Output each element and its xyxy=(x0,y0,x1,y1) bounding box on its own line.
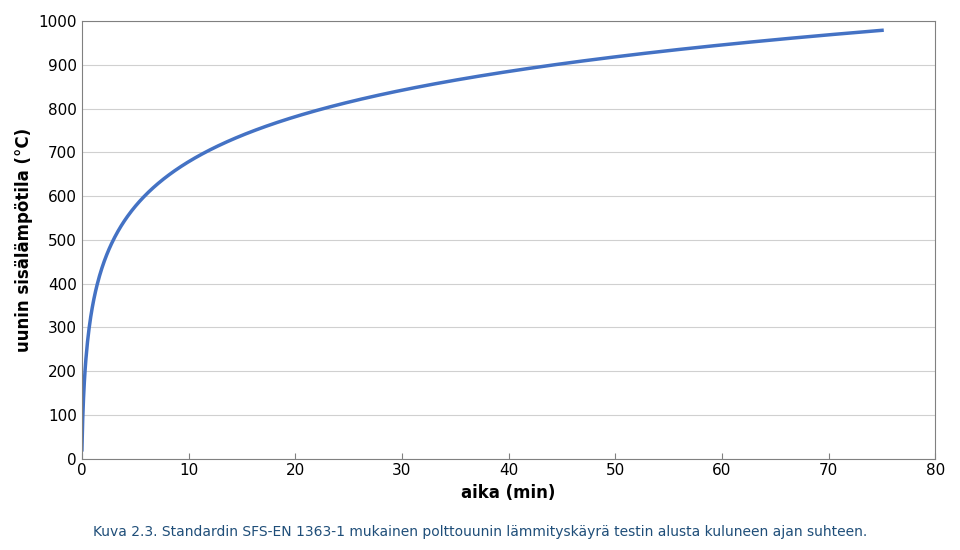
X-axis label: aika (min): aika (min) xyxy=(462,484,556,502)
Text: Kuva 2.3. Standardin SFS-EN 1363-1 mukainen polttouunin lämmityskäyrä testin alu: Kuva 2.3. Standardin SFS-EN 1363-1 mukai… xyxy=(93,525,867,539)
Y-axis label: uunin sisälämpötila (°C): uunin sisälämpötila (°C) xyxy=(15,128,33,352)
